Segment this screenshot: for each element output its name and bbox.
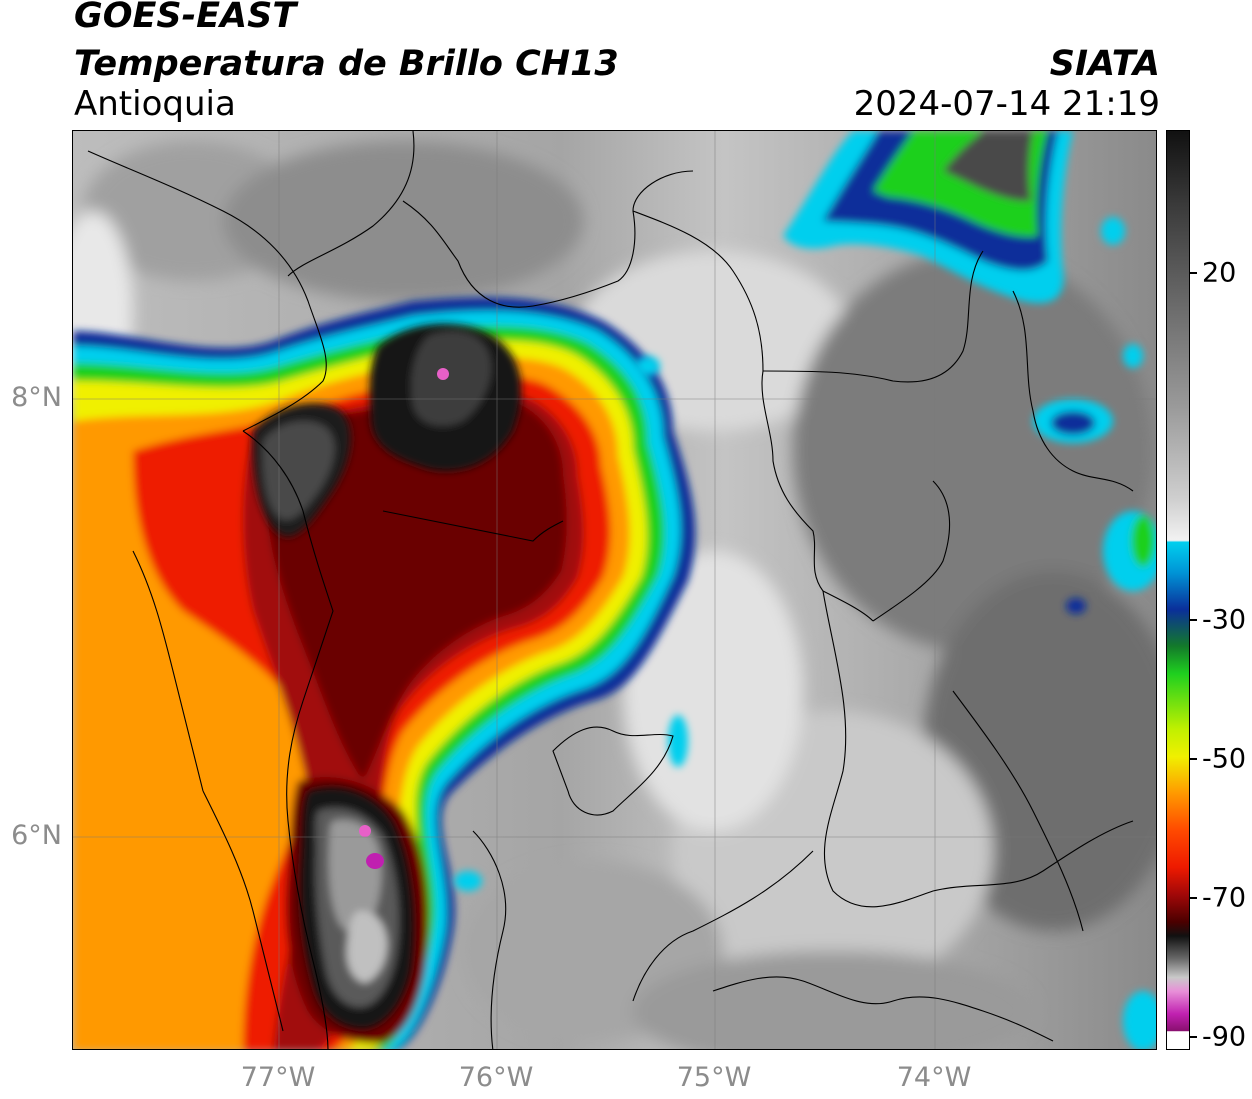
colorbar-label-minus90: -90 bbox=[1202, 1021, 1247, 1053]
latitude-label-8n: 8°N bbox=[11, 382, 62, 413]
gridlines bbox=[73, 131, 1156, 1049]
colorbar-tick bbox=[1189, 758, 1197, 760]
political-boundaries bbox=[87, 131, 1134, 1049]
convective-system bbox=[73, 297, 696, 1049]
longitude-label-76w: 76°W bbox=[458, 1062, 534, 1093]
colorbar-tick bbox=[1189, 619, 1197, 621]
colorbar-label-minus30: -30 bbox=[1202, 604, 1247, 636]
colorbar-label-minus70: -70 bbox=[1202, 882, 1247, 914]
colorbar-gradient bbox=[1167, 131, 1189, 1049]
longitude-label-75w: 75°W bbox=[676, 1062, 752, 1093]
overshooting-tops bbox=[359, 368, 449, 869]
region-title: Antioquia bbox=[74, 84, 236, 124]
organization-title: SIATA bbox=[1049, 44, 1160, 84]
colorbar-label-minus50: -50 bbox=[1202, 743, 1247, 775]
colorbar-tick bbox=[1189, 272, 1197, 274]
east-cloud-patches bbox=[454, 217, 1156, 1049]
colorbar-label-20: 20 bbox=[1202, 257, 1237, 289]
temperature-colorbar bbox=[1166, 130, 1190, 1050]
title-block: GOES-EAST Temperatura de Brillo CH13 Ant… bbox=[74, 0, 1160, 126]
satellite-map bbox=[72, 130, 1157, 1050]
longitude-label-77w: 77°W bbox=[240, 1062, 316, 1093]
gray-cloud-textures bbox=[73, 141, 1156, 1049]
latitude-label-6n: 6°N bbox=[11, 820, 62, 851]
cold-cloud-tops bbox=[252, 323, 522, 1029]
product-title: Temperatura de Brillo CH13 bbox=[74, 44, 619, 84]
timestamp: 2024-07-14 21:19 bbox=[853, 84, 1160, 124]
northeast-cloud bbox=[783, 131, 1073, 304]
colorbar-tick bbox=[1189, 1036, 1197, 1038]
satellite-title: GOES-EAST bbox=[74, 0, 297, 36]
longitude-label-74w: 74°W bbox=[896, 1062, 972, 1093]
colorbar-tick bbox=[1189, 897, 1197, 899]
brightness-temperature-image bbox=[73, 131, 1156, 1049]
